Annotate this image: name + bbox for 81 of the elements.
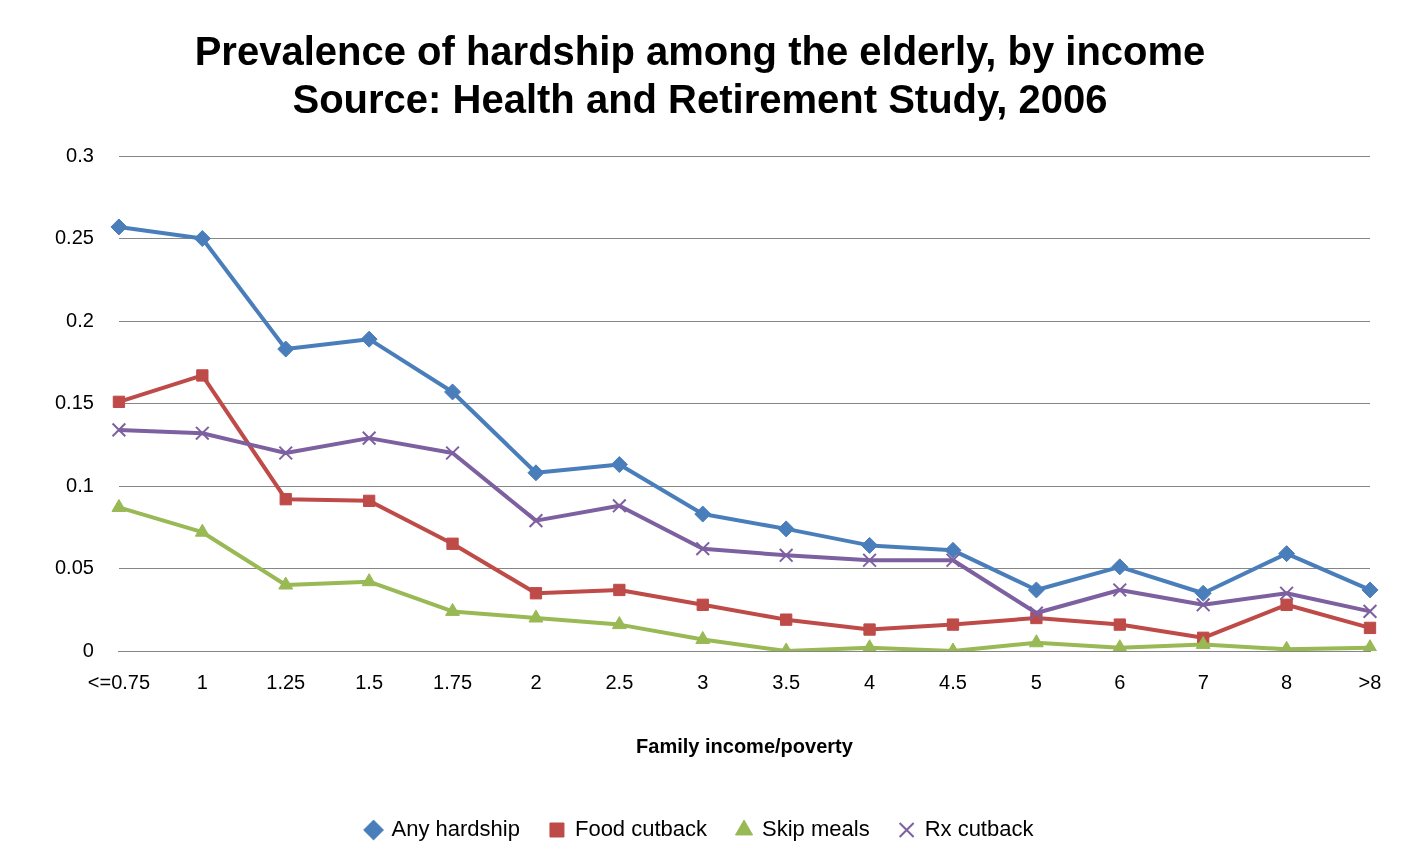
x-tick-label: 1.25 bbox=[266, 670, 306, 693]
point bbox=[1194, 584, 1212, 602]
point bbox=[863, 623, 876, 636]
y-tick-label: 0 bbox=[82, 638, 94, 661]
y-tick-label: 0.1 bbox=[66, 473, 94, 496]
point bbox=[1027, 581, 1045, 599]
point bbox=[361, 573, 377, 587]
legend-label: Food cutback bbox=[574, 816, 709, 842]
point bbox=[360, 330, 378, 348]
point bbox=[1278, 545, 1296, 563]
y-tick-label: 0.25 bbox=[54, 226, 94, 249]
point bbox=[611, 498, 627, 514]
x-tick-label: 1.75 bbox=[433, 670, 473, 693]
point bbox=[777, 520, 795, 538]
y-tick-label: 0.2 bbox=[66, 308, 94, 331]
point bbox=[1280, 598, 1293, 611]
x-axis-title: Family income/poverty bbox=[636, 734, 854, 757]
point bbox=[278, 445, 294, 461]
point bbox=[1029, 605, 1044, 621]
chart-subtitle: Source: Health and Retirement Study, 2006 bbox=[292, 77, 1108, 122]
point bbox=[1361, 581, 1379, 599]
point bbox=[696, 598, 709, 611]
x-tick-label: 1.5 bbox=[355, 670, 384, 693]
point bbox=[1362, 604, 1378, 619]
legend-label: Skip meals bbox=[762, 816, 870, 842]
x-tick-label: <=0.75 bbox=[87, 670, 151, 693]
x-tick-label: 3 bbox=[697, 670, 709, 693]
point bbox=[1279, 585, 1294, 601]
point bbox=[695, 541, 711, 557]
point bbox=[1112, 582, 1128, 598]
point bbox=[861, 536, 879, 554]
point bbox=[445, 445, 460, 461]
point bbox=[446, 537, 459, 550]
point bbox=[610, 456, 628, 474]
x-tick-label: 3.5 bbox=[772, 670, 801, 693]
point bbox=[780, 613, 793, 626]
x-tick-label: 5 bbox=[1030, 670, 1042, 693]
point bbox=[196, 369, 209, 382]
point bbox=[945, 552, 961, 568]
point bbox=[944, 541, 962, 559]
point bbox=[778, 547, 794, 563]
point bbox=[278, 576, 294, 590]
point bbox=[361, 430, 377, 446]
point bbox=[529, 587, 543, 600]
chart-title: Prevalence of hardship among the elderly, by income bbox=[194, 29, 1206, 74]
point bbox=[527, 464, 545, 482]
x-tick-label: 6 bbox=[1114, 670, 1126, 693]
point bbox=[528, 609, 544, 623]
point bbox=[1028, 634, 1044, 648]
y-tick-label: 0.05 bbox=[54, 556, 94, 579]
point bbox=[277, 340, 295, 358]
y-tick-label: 0.15 bbox=[54, 391, 94, 414]
x-tick-label: 8 bbox=[1281, 670, 1293, 693]
point bbox=[613, 583, 626, 597]
point bbox=[110, 218, 128, 236]
point bbox=[1363, 621, 1377, 635]
legend-label: Any hardship bbox=[391, 816, 520, 842]
x-tick-label: >8 bbox=[1358, 670, 1382, 693]
point bbox=[194, 425, 210, 441]
point bbox=[112, 395, 126, 409]
x-tick-label: 7 bbox=[1197, 670, 1209, 693]
point bbox=[111, 422, 127, 438]
point bbox=[862, 552, 877, 568]
x-tick-label: 1 bbox=[196, 670, 208, 693]
point bbox=[362, 494, 376, 508]
point bbox=[611, 616, 627, 630]
x-tick-label: 4.5 bbox=[939, 670, 967, 693]
x-tick-label: 4 bbox=[864, 670, 876, 693]
x-tick-label: 2.5 bbox=[605, 670, 634, 693]
point bbox=[1195, 597, 1211, 613]
point bbox=[279, 493, 292, 506]
point bbox=[193, 230, 211, 247]
point bbox=[1111, 558, 1129, 576]
x-tick-label: 2 bbox=[530, 670, 542, 693]
y-tick-label: 0.3 bbox=[66, 143, 94, 166]
point bbox=[528, 513, 544, 529]
point bbox=[946, 618, 960, 631]
point bbox=[444, 383, 462, 401]
point bbox=[694, 505, 712, 523]
legend-label: Rx cutback bbox=[924, 816, 1035, 842]
point bbox=[1113, 618, 1126, 631]
